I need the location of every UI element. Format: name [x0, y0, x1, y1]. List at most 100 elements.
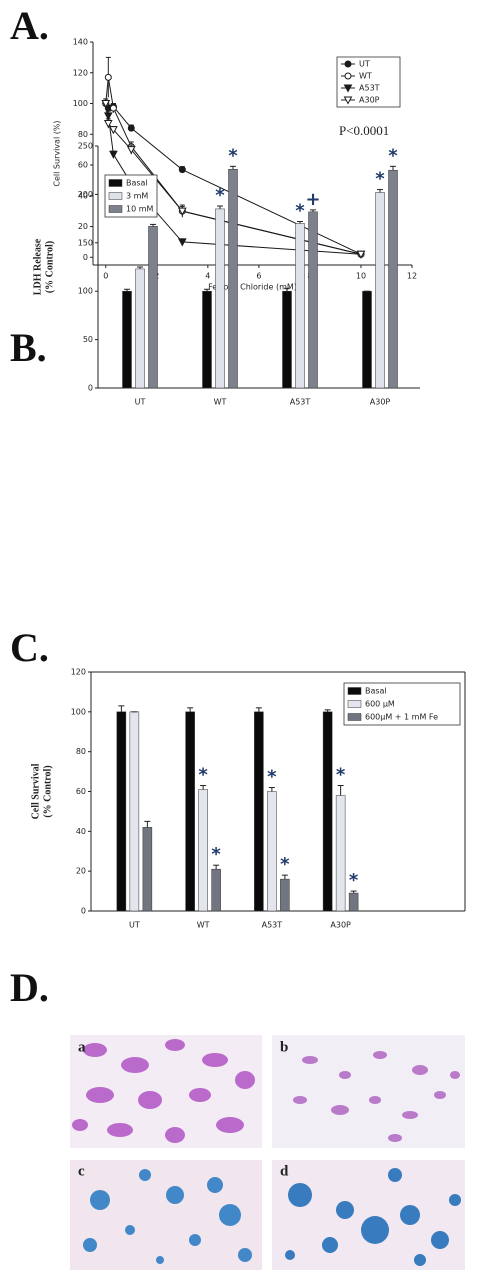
- y-tick-label: 0: [88, 384, 93, 393]
- bar: [280, 878, 290, 912]
- y-tick-label: 120: [73, 68, 88, 77]
- x-tick-label: A53T: [290, 398, 311, 407]
- bar: [215, 208, 225, 389]
- panel-letter: A.: [10, 3, 49, 48]
- point: [344, 60, 352, 68]
- legend-label: 3 mM: [126, 192, 148, 201]
- bar: [198, 789, 208, 912]
- x-tick-label: 12: [407, 272, 417, 281]
- legend-label: Basal: [365, 687, 387, 696]
- bar: [228, 168, 238, 389]
- point: [177, 207, 187, 216]
- point: [126, 146, 136, 155]
- panel-letter: B.: [10, 325, 47, 370]
- y-axis-label: Cell Survival: [30, 763, 41, 819]
- legend-box: [343, 682, 461, 726]
- y-axis-label: LDH Release: [32, 238, 43, 295]
- y-axis-label: (% Control): [42, 765, 53, 817]
- panel-letter: C.: [10, 625, 49, 670]
- bar: [185, 711, 195, 912]
- y-tick-label: 20: [78, 222, 88, 231]
- point: [343, 96, 353, 105]
- legend-label: A30P: [359, 96, 380, 105]
- significance-marker: *: [295, 201, 305, 222]
- bar: [135, 268, 145, 389]
- significance-marker: *: [267, 767, 277, 788]
- x-tick-label: UT: [135, 398, 146, 407]
- micrograph: b: [272, 1035, 465, 1148]
- y-axis-label: (% Control): [44, 241, 55, 293]
- y-tick-label: 100: [71, 707, 86, 716]
- x-tick-label: A53T: [262, 921, 283, 930]
- point: [103, 120, 113, 129]
- y-tick-label: 140: [73, 38, 88, 47]
- bar: [254, 711, 264, 912]
- x-tick-label: A30P: [370, 398, 391, 407]
- point: [109, 126, 118, 135]
- significance-marker: +: [305, 189, 320, 210]
- legend-label: WT: [359, 72, 372, 81]
- x-tick-label: 10: [356, 272, 366, 281]
- bar: [348, 892, 359, 912]
- bar: [267, 791, 277, 912]
- point: [103, 112, 113, 121]
- x-tick-label: WT: [197, 921, 210, 930]
- legend-label: 600μM + 1 mM Fe: [365, 713, 438, 722]
- legend-swatch: [347, 713, 362, 721]
- micrograph: c: [70, 1160, 262, 1270]
- micrograph: d: [272, 1160, 465, 1270]
- point: [344, 72, 352, 80]
- legend-label: 10 mM: [126, 205, 154, 214]
- significance-marker: *: [388, 145, 398, 166]
- y-tick-label: 200: [78, 190, 93, 199]
- legend-swatch: [108, 205, 123, 213]
- significance-marker: *: [211, 844, 221, 865]
- y-tick-label: 60: [78, 161, 88, 170]
- x-axis-label: Ferrous Chloride (mM): [208, 283, 297, 292]
- y-tick-label: 50: [83, 335, 93, 344]
- bar: [116, 711, 127, 912]
- y-tick-label: 40: [76, 827, 86, 836]
- y-tick-label: 100: [78, 287, 93, 296]
- bar: [211, 868, 221, 912]
- y-tick-label: 20: [76, 867, 86, 876]
- bar: [122, 290, 132, 389]
- image-label: b: [280, 1039, 288, 1055]
- y-tick-label: 250: [78, 142, 93, 151]
- x-tick-label: 0: [103, 272, 108, 281]
- significance-marker: *: [336, 765, 346, 786]
- point: [356, 250, 366, 259]
- y-tick-label: 100: [73, 99, 88, 108]
- x-tick-label: 4: [205, 272, 210, 281]
- y-tick-label: 0: [81, 907, 86, 916]
- image-label: d: [280, 1163, 289, 1179]
- micrograph: a: [70, 1035, 262, 1148]
- y-tick-label: 40: [78, 191, 88, 200]
- significance-marker: *: [228, 145, 238, 166]
- point: [177, 238, 187, 247]
- annotation: P<0.0001: [339, 123, 389, 138]
- bar: [202, 290, 212, 389]
- bar: [375, 192, 385, 389]
- point: [109, 104, 117, 112]
- significance-marker: *: [198, 765, 208, 786]
- significance-marker: *: [280, 854, 290, 875]
- bar: [129, 711, 140, 912]
- legend-swatch: [347, 700, 362, 708]
- y-axis-label: Cell Survival (%): [53, 120, 62, 186]
- legend-swatch: [347, 687, 362, 695]
- point: [127, 124, 135, 132]
- x-tick-label: WT: [214, 398, 227, 407]
- y-tick-label: 60: [76, 787, 86, 796]
- x-tick-label: 6: [256, 272, 261, 281]
- bar: [322, 711, 333, 912]
- y-tick-label: 120: [71, 668, 86, 677]
- significance-marker: *: [349, 870, 359, 891]
- legend-swatch: [108, 192, 123, 200]
- bar: [308, 211, 318, 389]
- significance-marker: *: [375, 169, 385, 190]
- point: [178, 166, 186, 174]
- significance-marker: *: [215, 185, 225, 206]
- y-tick-label: 80: [78, 130, 88, 139]
